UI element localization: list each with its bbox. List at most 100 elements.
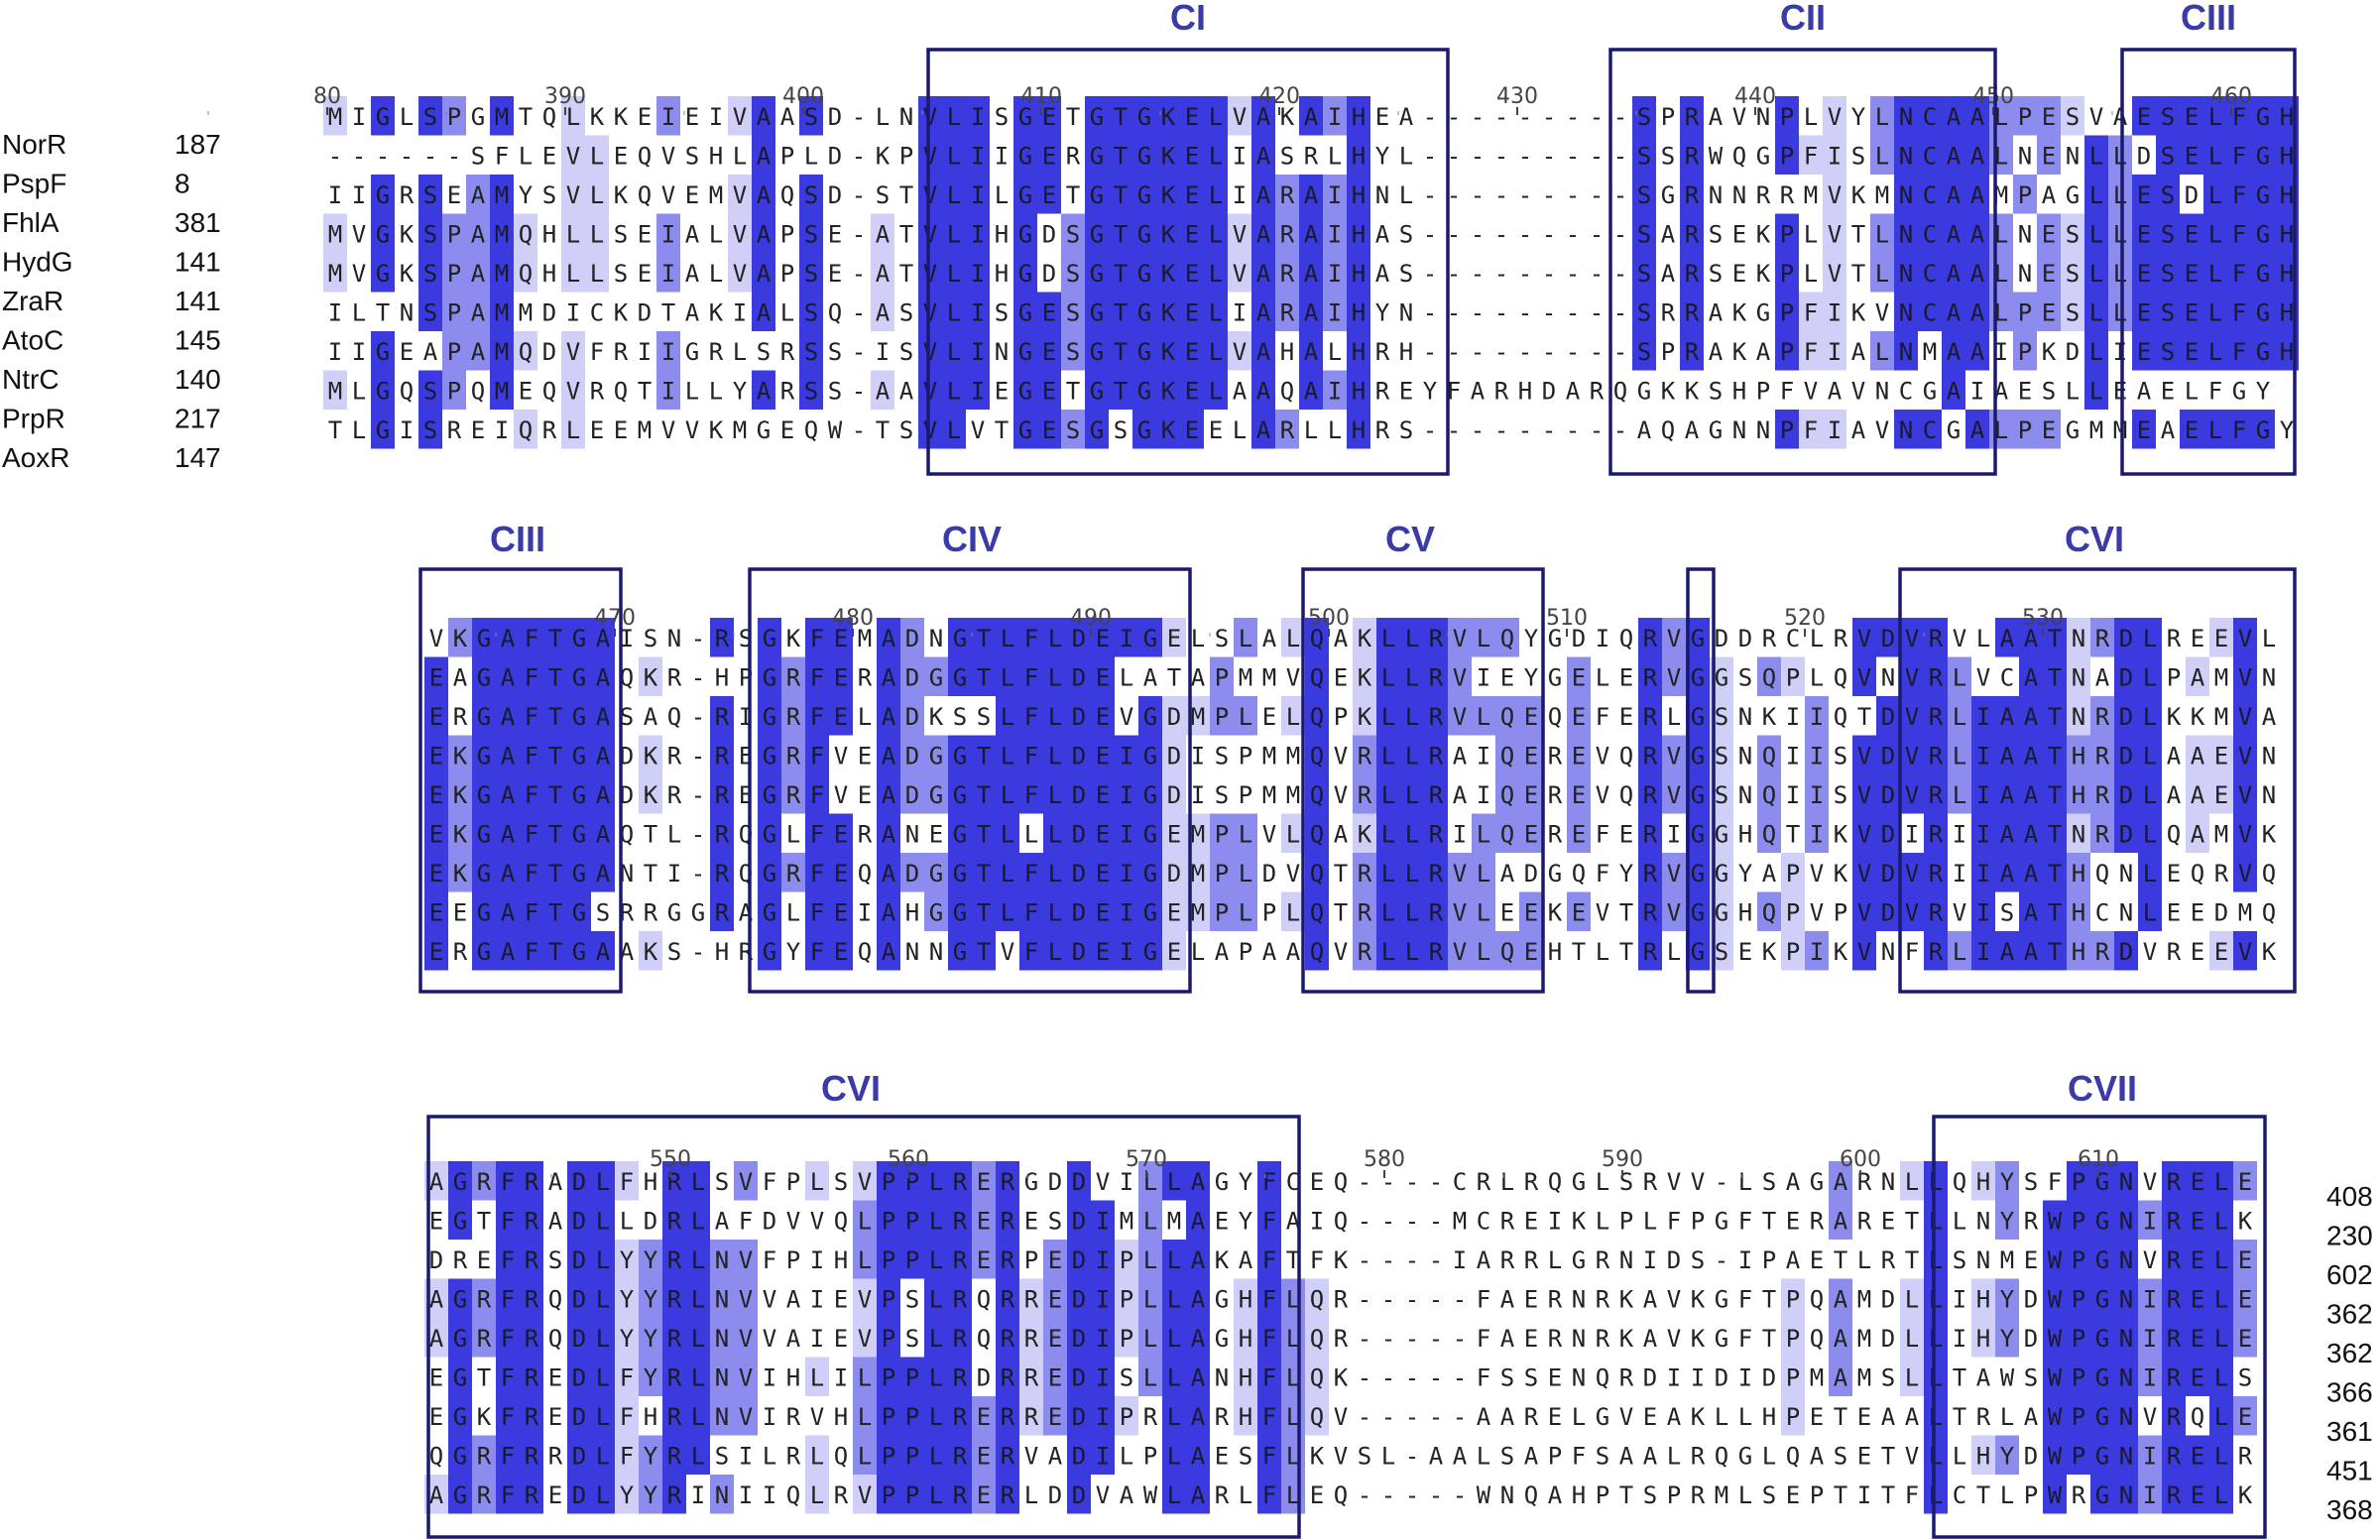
residue-letter: V — [739, 1364, 753, 1392]
residue-letter: P — [1786, 1286, 1800, 1314]
residue-shade — [490, 253, 514, 293]
residue-letter: T — [1834, 1481, 1847, 1509]
residue-letter: S — [1709, 260, 1723, 288]
residue-letter: K — [1756, 221, 1771, 249]
residue-letter: L — [929, 1286, 943, 1314]
residue-letter: D — [542, 299, 556, 327]
residue-letter: S — [2161, 299, 2175, 327]
residue-letter: E — [1548, 1364, 1562, 1392]
residue-letter: E — [2214, 781, 2228, 809]
residue-shade — [2203, 213, 2227, 253]
residue-shade — [966, 175, 990, 214]
residue-letter: T — [548, 899, 562, 927]
residue-letter: V — [1857, 899, 1871, 927]
residue-letter: - — [1566, 260, 1580, 288]
residue-letter: M — [495, 260, 509, 288]
residue-letter: - — [1590, 143, 1604, 171]
residue-letter: G — [1548, 664, 1562, 692]
residue-letter: D — [1262, 860, 1276, 888]
residue-letter: P — [2072, 1286, 2085, 1314]
residue-letter: V — [1875, 416, 1889, 444]
residue-shade — [752, 96, 775, 136]
residue-letter: A — [1524, 1443, 1539, 1471]
residue-shade — [966, 213, 990, 253]
residue-letter: E — [1572, 821, 1586, 849]
residue-letter: A — [471, 221, 486, 249]
residue-letter: D — [1762, 1364, 1776, 1392]
residue-letter: L — [1405, 743, 1419, 770]
residue-letter: V — [1233, 260, 1247, 288]
residue-shade — [1347, 213, 1370, 253]
residue-letter: K — [1334, 1246, 1349, 1274]
residue-letter: I — [1828, 416, 1842, 444]
residue-letter: R — [1596, 1325, 1610, 1353]
residue-letter: A — [548, 1168, 563, 1196]
ruler-tick-label: 610 — [2078, 1147, 2119, 1172]
residue-letter: D — [2119, 625, 2133, 652]
residue-letter: I — [1810, 781, 1824, 809]
residue-letter: T — [1851, 260, 1865, 288]
residue-letter: Q — [2095, 860, 2109, 888]
residue-letter: M — [328, 260, 342, 288]
residue-letter: N — [2072, 703, 2085, 731]
residue-letter: P — [2024, 1481, 2038, 1509]
residue-letter: Y — [1423, 378, 1438, 406]
residue-letter: L — [733, 143, 747, 171]
residue-letter: F — [1262, 1403, 1276, 1431]
residue-letter: L — [858, 1443, 872, 1471]
residue-letter: P — [1786, 1403, 1800, 1431]
residue-letter: A — [1500, 1325, 1515, 1353]
ruler-tick-label: 600 — [1840, 1147, 1881, 1172]
residue-shade — [1013, 213, 1037, 253]
residue-shade — [942, 213, 966, 253]
residue-letter: N — [1399, 299, 1413, 327]
residue-letter: L — [1477, 860, 1490, 888]
residue-letter: F — [501, 1364, 515, 1392]
residue-letter: P — [2072, 1168, 2085, 1196]
residue-shade — [1109, 253, 1132, 293]
residue-letter: R — [1500, 1246, 1515, 1274]
residue-letter: S — [1048, 1208, 1062, 1236]
residue-letter: L — [2208, 221, 2222, 249]
residue-letter: S — [1500, 1364, 1514, 1392]
residue-letter: L — [1191, 625, 1205, 652]
residue-letter: R — [1429, 938, 1444, 966]
residue-shade — [442, 96, 466, 136]
residue-letter: R — [1429, 899, 1444, 927]
residue-letter: E — [447, 181, 461, 209]
residue-letter: V — [1905, 781, 1919, 809]
residue-letter: A — [1661, 221, 1676, 249]
residue-letter: C — [1453, 1168, 1467, 1196]
residue-letter: P — [1120, 1325, 1133, 1353]
residue-letter: E — [477, 1246, 491, 1274]
residue-shade — [418, 213, 442, 253]
residue-letter: H — [1732, 378, 1746, 406]
residue-letter: R — [780, 338, 795, 366]
residue-letter: G — [572, 860, 586, 888]
residue-letter: A — [786, 1286, 801, 1314]
residue-letter: L — [1381, 860, 1395, 888]
residue-letter: D — [1643, 1364, 1657, 1392]
residue-letter: V — [1233, 221, 1247, 249]
residue-shade — [1894, 253, 1918, 293]
residue-letter: R — [453, 938, 468, 966]
residue-letter: - — [447, 143, 461, 171]
residue-letter: H — [1352, 143, 1366, 171]
residue-letter: I — [834, 1364, 848, 1392]
residue-letter: R — [400, 181, 415, 209]
residue-shade — [1299, 175, 1323, 214]
residue-letter: L — [1048, 664, 1062, 692]
residue-letter: E — [1262, 703, 1276, 731]
residue-letter: G — [1090, 103, 1104, 131]
residue-letter: Q — [2191, 860, 2204, 888]
residue-shade — [1061, 292, 1085, 331]
residue-shade — [1775, 253, 1799, 293]
residue-letter: K — [1161, 221, 1176, 249]
residue-letter: T — [977, 821, 991, 849]
residue-letter: V — [923, 338, 937, 366]
residue-letter: H — [1762, 1403, 1776, 1431]
residue-letter: A — [1947, 260, 1962, 288]
residue-letter: C — [1953, 1481, 1966, 1509]
residue-letter: V — [429, 625, 443, 652]
residue-shade — [752, 253, 775, 293]
